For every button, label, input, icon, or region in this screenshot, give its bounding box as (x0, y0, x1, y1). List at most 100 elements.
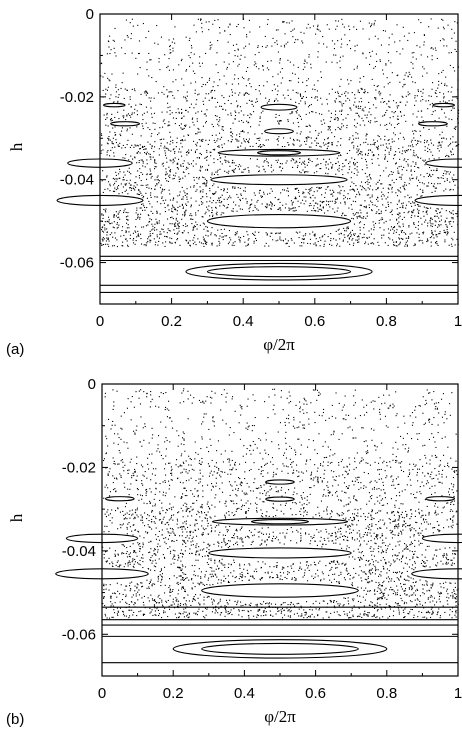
chart-0-point (196, 142, 198, 144)
chart-0-point (441, 141, 443, 143)
chart-1-point (331, 415, 333, 417)
chart-1-point (212, 417, 214, 419)
chart-0-point (367, 183, 369, 185)
chart-0-point (410, 141, 412, 143)
chart-1-point (107, 473, 109, 475)
chart-0-point (445, 210, 447, 212)
chart-1-point (184, 495, 186, 497)
chart-0-point (210, 91, 212, 93)
chart-1-point (132, 565, 134, 567)
chart-1-point (252, 490, 254, 492)
chart-0-point (367, 187, 369, 189)
chart-0-point (243, 114, 245, 116)
chart-0-point (242, 197, 244, 199)
chart-0-point (261, 146, 263, 148)
chart-0-point (111, 113, 113, 115)
chart-0-island (206, 213, 352, 229)
chart-0-point (420, 157, 422, 159)
chart-1-point (353, 497, 355, 499)
chart-0-point (375, 107, 377, 109)
chart-0-point (411, 178, 413, 180)
chart-0-point (348, 25, 350, 27)
chart-0-point (349, 198, 351, 200)
chart-0-point (296, 161, 298, 163)
chart-0-point (426, 213, 428, 215)
chart-0-point (423, 206, 425, 208)
chart-0-point (328, 158, 330, 160)
chart-0-point (438, 150, 440, 152)
chart-0-point (319, 187, 321, 189)
chart-0-point (241, 171, 243, 173)
chart-1-point (229, 494, 231, 496)
chart-0-point (444, 83, 446, 85)
chart-0-point (145, 153, 147, 155)
chart-0-point (149, 220, 151, 222)
chart-0-point (247, 234, 249, 236)
chart-0-point (341, 123, 343, 125)
chart-1-point (176, 430, 178, 432)
chart-0-point (272, 239, 274, 241)
chart-1-point (395, 456, 397, 458)
chart-0-point (271, 171, 273, 173)
chart-0-point (251, 100, 253, 102)
chart-0-point (305, 188, 307, 190)
chart-0-point (150, 196, 152, 198)
chart-0-point (412, 212, 414, 214)
chart-0-point (228, 230, 230, 232)
chart-0-point (438, 73, 440, 75)
chart-0-point (255, 239, 257, 241)
chart-1-point (376, 512, 378, 514)
chart-0-point (124, 157, 126, 159)
chart-0-point (164, 145, 166, 147)
chart-1-point (294, 427, 296, 429)
chart-0-point (417, 89, 419, 91)
chart-1-point (225, 501, 227, 503)
chart-0-point (450, 109, 452, 111)
chart-1-point (341, 409, 343, 411)
chart-1-point (407, 450, 409, 452)
chart-1-point (433, 477, 435, 479)
chart-0-point (353, 223, 355, 225)
chart-0-point (161, 163, 163, 165)
chart-1-point (393, 484, 395, 486)
chart-0-point (419, 181, 421, 183)
chart-1-point (408, 447, 410, 449)
chart-0-point (320, 168, 322, 170)
chart-0-point (327, 210, 329, 212)
chart-0-point (188, 55, 190, 57)
chart-0-point (213, 173, 215, 175)
chart-0-island (432, 102, 455, 108)
chart-0-point (221, 147, 223, 149)
chart-0-point (302, 193, 304, 195)
chart-0-point (328, 204, 330, 206)
chart-1-point (284, 504, 286, 506)
chart-0-point (114, 27, 116, 29)
chart-0-point (247, 141, 249, 143)
chart-1-point (229, 469, 231, 471)
chart-1-point (304, 497, 306, 499)
chart-1-point (252, 449, 254, 451)
chart-0-point (451, 217, 453, 219)
chart-0-point (185, 151, 187, 153)
chart-0-point (216, 115, 218, 117)
chart-0-point (334, 202, 336, 204)
chart-0-point (399, 53, 401, 55)
chart-0-point (391, 72, 393, 74)
chart-0-point (246, 34, 248, 36)
chart-0-point (403, 84, 405, 86)
chart-0-point (382, 69, 384, 71)
chart-0-point (398, 237, 400, 239)
chart-0-point (187, 162, 189, 164)
chart-0-point (454, 141, 456, 143)
chart-0-point (197, 18, 199, 20)
chart-0-point (373, 24, 375, 26)
chart-1-point (288, 422, 290, 424)
chart-0-point (110, 120, 112, 122)
chart-1-point (197, 453, 199, 455)
chart-0-point (218, 146, 220, 148)
chart-0-point (195, 143, 197, 145)
chart-0-point (286, 22, 288, 24)
chart-0-point (115, 178, 117, 180)
chart-1-point (300, 495, 302, 497)
chart-0-point (237, 48, 239, 50)
